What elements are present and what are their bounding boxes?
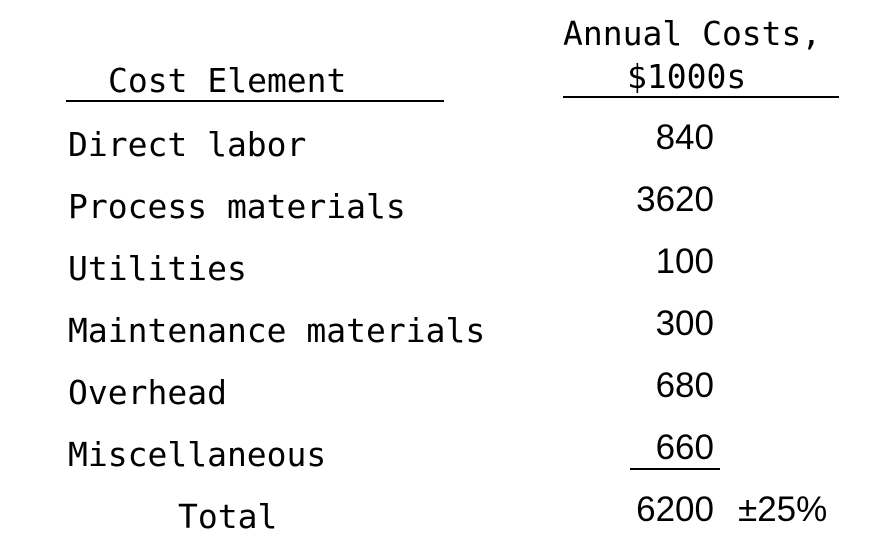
row-value: 660 [655, 428, 714, 467]
row-label: Overhead [68, 373, 227, 412]
row-value: 680 [655, 366, 714, 405]
row-value: 300 [655, 304, 714, 343]
row-label: Utilities [68, 249, 247, 288]
row-value: 100 [655, 242, 714, 281]
total-value: 6200 [636, 490, 714, 529]
column-header-units: $1000s [627, 57, 747, 96]
row-value: 840 [655, 118, 714, 157]
total-tolerance: ±25% [738, 490, 828, 529]
row-value: 3620 [636, 180, 714, 219]
total-label: Total [178, 497, 278, 536]
row-label: Direct labor [68, 125, 307, 164]
column-header-cost-element: Cost Element [108, 61, 347, 100]
row-label: Maintenance materials [68, 311, 486, 350]
row-label: Miscellaneous [68, 435, 327, 474]
header-underline-right [563, 96, 839, 98]
column-header-annual-costs: Annual Costs, [563, 14, 822, 53]
sum-underline [630, 468, 720, 470]
row-label: Process materials [68, 187, 406, 226]
header-underline-left [66, 100, 444, 102]
